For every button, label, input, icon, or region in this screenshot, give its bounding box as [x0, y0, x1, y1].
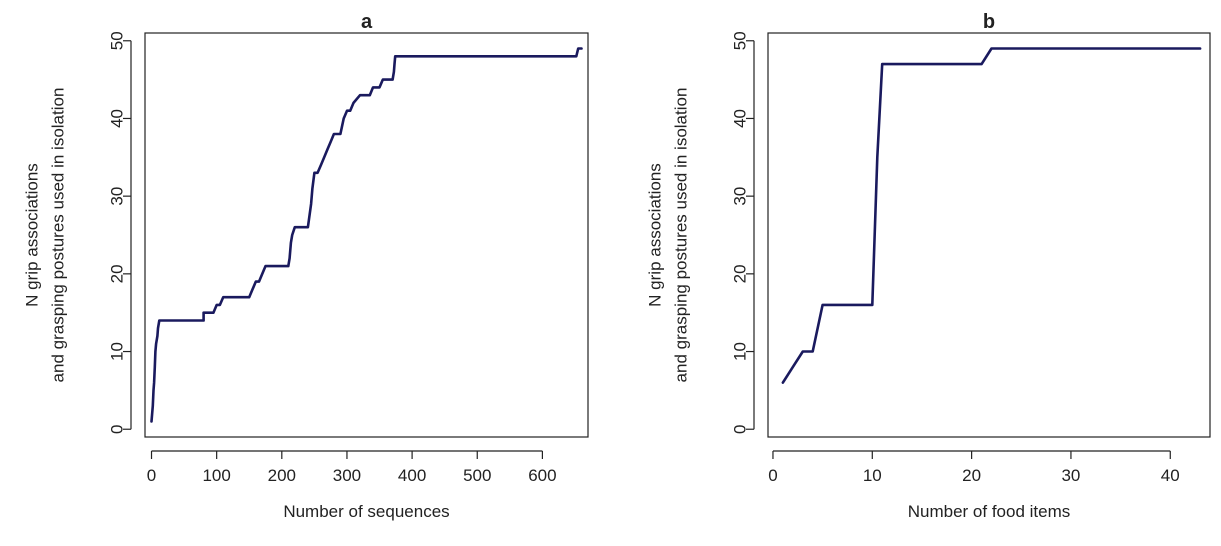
- x-tick-label-a: 600: [528, 466, 556, 485]
- chart-title-b: b: [983, 11, 995, 33]
- y-tick-label-b: 30: [731, 187, 750, 206]
- y-axis-label-a-line-2: and grasping postures used in isolation: [49, 88, 68, 383]
- y-tick-label-a: 50: [108, 31, 127, 50]
- x-tick-label-a: 0: [147, 466, 156, 485]
- y-tick-label-a: 20: [108, 264, 127, 283]
- y-tick-label-a: 40: [108, 109, 127, 128]
- x-tick-label-a: 300: [333, 466, 361, 485]
- series-line-a-0: [150, 47, 583, 423]
- plot-frame-a: [144, 32, 589, 438]
- series-line-b-0: [781, 47, 1202, 384]
- chart-panel-b: b 0 10 20 30 40 0 10 20 30 40 50 Number of food item…: [646, 11, 1211, 521]
- x-tick-label-a: 400: [398, 466, 426, 485]
- y-tick-label-b: 40: [731, 109, 750, 128]
- y-axis-label-b-line-1: N grip associations: [646, 163, 665, 307]
- y-tick-label-a: 30: [108, 187, 127, 206]
- chart-panel-a: a 0 100 200 300 400 500 600 0 10 20 30 40 50 Number of…: [23, 11, 589, 521]
- x-tick-label-b: 10: [863, 466, 882, 485]
- x-tick-label-b: 20: [962, 466, 981, 485]
- y-tick-label-b: 50: [731, 31, 750, 50]
- x-tick-label-b: 0: [768, 466, 777, 485]
- x-tick-label-a: 100: [202, 466, 230, 485]
- x-tick-label-b: 30: [1061, 466, 1080, 485]
- y-tick-label-a: 10: [108, 342, 127, 361]
- x-tick-label-a: 500: [463, 466, 491, 485]
- plot-frame-b: [767, 32, 1211, 438]
- y-tick-label-b: 20: [731, 264, 750, 283]
- y-tick-label-a: 0: [108, 424, 127, 433]
- x-axis-label-a: Number of sequences: [283, 502, 449, 521]
- y-tick-label-b: 0: [731, 424, 750, 433]
- x-tick-label-b: 40: [1161, 466, 1180, 485]
- x-axis-label-b: Number of food items: [908, 502, 1071, 521]
- y-axis-label-a-line-1: N grip associations: [23, 163, 42, 307]
- x-tick-label-a: 200: [268, 466, 296, 485]
- chart-title-a: a: [361, 11, 373, 33]
- y-tick-label-b: 10: [731, 342, 750, 361]
- y-axis-label-b-line-2: and grasping postures used in isolation: [672, 88, 691, 383]
